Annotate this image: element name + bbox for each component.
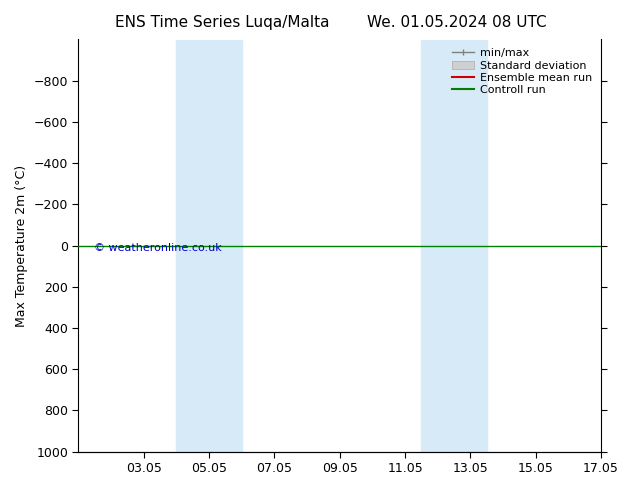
Text: © weatheronline.co.uk: © weatheronline.co.uk: [94, 244, 222, 253]
Legend: min/max, Standard deviation, Ensemble mean run, Controll run: min/max, Standard deviation, Ensemble me…: [449, 45, 595, 98]
Text: We. 01.05.2024 08 UTC: We. 01.05.2024 08 UTC: [366, 15, 547, 30]
Bar: [422, 40, 487, 452]
Bar: [176, 40, 242, 452]
Text: ENS Time Series Luqa/Malta: ENS Time Series Luqa/Malta: [115, 15, 329, 30]
Y-axis label: Max Temperature 2m (°C): Max Temperature 2m (°C): [15, 165, 28, 327]
